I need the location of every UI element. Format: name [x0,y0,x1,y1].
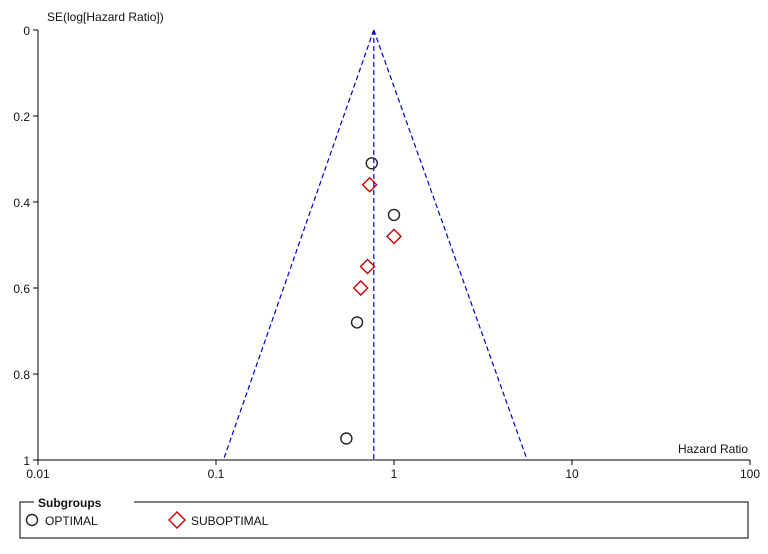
x-tick-label: 1 [391,467,398,481]
point-suboptimal [386,228,402,245]
y-tick-label: 0.4 [13,196,30,210]
x-tick-label: 0.01 [26,467,50,481]
ticks: 00.20.40.60.810.01 0.1 1 10 100 [13,24,760,481]
y-tick-label: 0.6 [13,282,30,296]
funnel-right-line [373,29,528,461]
legend-marker-suboptimal [168,511,186,529]
y-axis-label: SE(log[Hazard Ratio]) [47,10,164,24]
y-tick-label: 0.8 [13,368,30,382]
point-optimal [387,208,401,222]
legend-title: Subgroups [38,496,102,510]
legend: Subgroups OPTIMAL SUBOPTIMAL [19,494,749,539]
legend-box [19,501,749,539]
data-points [340,157,402,445]
point-optimal [350,316,364,329]
x-axis-label: Hazard Ratio [678,442,748,456]
point-optimal [365,157,378,170]
legend-label-suboptimal: SUBOPTIMAL [191,514,269,528]
y-tick-label: 0 [23,24,30,38]
y-tick-label: 1 [23,454,30,468]
x-tick-label: 10 [565,467,579,481]
legend-title-bg [34,494,134,508]
point-suboptimal [361,176,378,193]
axes: SE(log[Hazard Ratio]) Hazard Ratio [37,10,750,461]
x-tick-label: 0.1 [208,467,225,481]
x-tick-label: 100 [740,467,760,481]
point-suboptimal [359,258,376,275]
legend-marker-optimal [25,513,39,527]
legend-label-optimal: OPTIMAL [45,514,98,528]
point-suboptimal [352,280,369,296]
y-tick-label: 0.2 [13,110,30,124]
funnel-left-line [222,29,375,461]
point-optimal [340,432,353,445]
funnel-lines [222,29,528,461]
